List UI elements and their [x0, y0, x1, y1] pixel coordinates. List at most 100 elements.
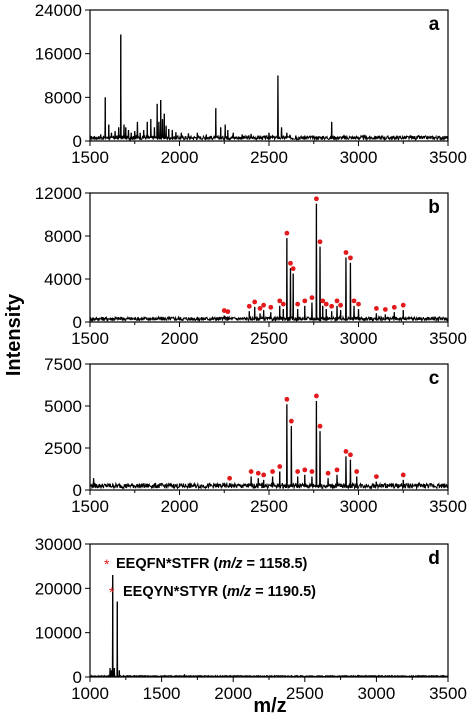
panel-c-peak-marker — [343, 449, 349, 454]
panel-c-peak-marker — [354, 469, 360, 474]
annotation-mz-value: = 1158.5) — [242, 556, 307, 572]
y-tick-label: 0 — [73, 668, 82, 687]
x-tick-label: 3000 — [357, 684, 395, 703]
panel-a-frame — [89, 9, 449, 142]
panel-letter: c — [429, 368, 440, 389]
panel-b-peak-marker — [391, 304, 397, 310]
panel-c-peak-marker — [248, 469, 254, 474]
y-tick-label: 20000 — [35, 579, 82, 598]
panel-b-peak-marker — [290, 266, 296, 272]
panel-b-peak-marker — [225, 309, 231, 315]
panel-c-peak-marker — [277, 464, 283, 469]
panel-c-peak-marker — [288, 418, 294, 424]
y-tick-label: 7500 — [44, 355, 82, 374]
x-tick-label: 3000 — [340, 148, 378, 167]
x-tick-label: 2000 — [161, 329, 199, 348]
panel-b-spectrum-line — [89, 203, 449, 323]
panel-b-peak-marker — [400, 302, 406, 308]
panel-b-peak-marker — [295, 301, 301, 307]
annotation-mz-label: m/z — [218, 556, 243, 572]
panel-c-frame — [89, 363, 449, 491]
panel-b-peak-marker — [284, 230, 290, 236]
y-tick-label: 2500 — [44, 439, 82, 458]
panel-c-peak-marker — [309, 469, 315, 474]
panel-b-peak-marker — [314, 196, 319, 202]
panel-d: 1000 1500 2000 2500 3000 3500 0 10000 20000 30000… — [35, 535, 467, 703]
annotation-star: * — [109, 584, 115, 600]
panel-b-peak-marker — [277, 298, 283, 304]
peak-annotation: EEQFN*STFR (m/z = 1158.5) — [116, 556, 308, 572]
x-tick-label: 3500 — [429, 684, 467, 703]
x-tick-label: 3500 — [429, 329, 467, 348]
panel-c-peak-marker — [334, 467, 340, 473]
x-tick-label: 1500 — [71, 148, 109, 167]
annotation-mz-value: = 1190.5) — [251, 584, 316, 600]
panel-b-peak-marker — [261, 302, 267, 308]
y-axis-title: Intensity — [3, 293, 25, 376]
panel-c-peak-marker — [400, 472, 406, 478]
x-tick-label: 1500 — [143, 684, 181, 703]
panel-b-peak-marker — [246, 303, 252, 309]
panel-c-spectrum-line — [89, 400, 449, 491]
panel-a-spectrum-line — [89, 34, 449, 142]
y-tick-label: 8000 — [44, 227, 82, 246]
panel-letter: d — [428, 548, 440, 569]
x-tick-label: 1500 — [71, 497, 109, 516]
panel-b-peak-marker — [317, 239, 323, 245]
panel-c-peak-marker — [270, 469, 275, 474]
x-tick-label: 2500 — [250, 329, 288, 348]
panel-b-peak-marker — [252, 299, 258, 305]
panel-b-peak-marker — [329, 303, 335, 309]
panel-b-peak-marker — [320, 298, 326, 304]
panel-c-peak-marker — [295, 469, 301, 474]
y-tick-label: 0 — [73, 313, 82, 332]
panel-c-peak-marker — [348, 452, 353, 458]
panel-d-spectrum-line — [89, 575, 449, 678]
panel-b-peak-marker — [323, 301, 329, 307]
x-tick-label: 2000 — [161, 148, 199, 167]
panel-c-peak-marker — [314, 393, 319, 399]
panel-c-peak-marker — [302, 467, 308, 473]
panel-a: 1500 2000 2500 3000 3500 0 8000 16000 24000 a — [35, 1, 467, 167]
panel-c: 1500 2000 2500 3000 3500 0 2500 5000 7500 c — [44, 355, 467, 516]
panel-c-peak-marker — [261, 472, 267, 478]
peak-annotation: EEQYN*STYR (m/z = 1190.5) — [123, 584, 316, 600]
x-tick-label: 3000 — [340, 329, 378, 348]
panel-b-peak-marker — [257, 306, 263, 311]
panel-c-peak-marker — [325, 470, 331, 476]
x-tick-label: 1000 — [71, 684, 109, 703]
y-tick-label: 10000 — [35, 624, 82, 643]
panel-b-frame — [89, 192, 449, 323]
panel-b-peak-marker — [348, 255, 353, 261]
x-tick-label: 2000 — [161, 497, 199, 516]
panel-c-peak-marker — [227, 475, 233, 481]
x-tick-label: 3500 — [429, 148, 467, 167]
panel-b-peak-marker — [374, 306, 379, 311]
x-tick-label: 1500 — [71, 329, 109, 348]
x-tick-label: 2000 — [214, 684, 252, 703]
panel-b-peak-marker — [356, 301, 361, 307]
x-tick-label: 3500 — [429, 497, 467, 516]
y-tick-label: 4000 — [44, 270, 82, 289]
panel-c-peak-marker — [255, 470, 261, 476]
y-tick-label: 5000 — [44, 397, 82, 416]
panel-b-peak-marker — [280, 301, 286, 307]
y-tick-label: 8000 — [44, 88, 82, 107]
y-tick-label: 0 — [73, 481, 82, 500]
panel-b-peak-marker — [351, 298, 357, 304]
panel-b-peak-marker — [302, 298, 308, 304]
panel-c-peak-marker — [284, 396, 290, 402]
annotation-mz-label: m/z — [227, 584, 252, 600]
annotation-peptide: EEQYN*STYR ( — [123, 584, 227, 600]
panel-b-peak-marker — [334, 298, 340, 304]
panel-letter: a — [429, 14, 440, 35]
panel-b-peak-marker — [309, 295, 315, 301]
y-tick-label: 12000 — [35, 184, 82, 203]
panel-b: 1500 2000 2500 3000 3500 0 4000 8000 12000 b — [35, 184, 467, 348]
annotation-star: * — [104, 556, 110, 572]
panel-c-peak-marker — [317, 423, 323, 429]
x-tick-label: 3000 — [340, 497, 378, 516]
x-axis-title: m/z — [253, 695, 286, 717]
y-tick-label: 16000 — [35, 45, 82, 64]
panel-b-peak-marker — [288, 260, 293, 266]
